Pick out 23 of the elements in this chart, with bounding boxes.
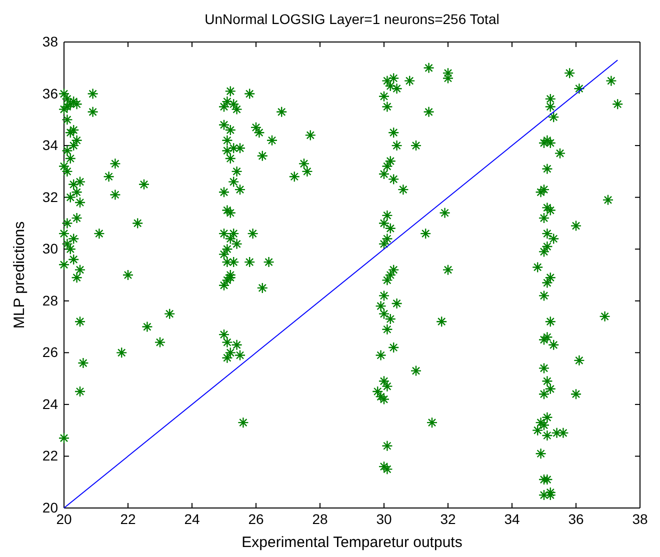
x-tick-label: 34 bbox=[504, 510, 520, 527]
x-tick-label: 20 bbox=[56, 510, 72, 527]
x-tick-label: 30 bbox=[376, 510, 392, 527]
x-axis-title: Experimental Temparetur outputs bbox=[242, 534, 462, 551]
x-tick-label: 28 bbox=[312, 510, 328, 527]
y-tick-label: 20 bbox=[42, 499, 58, 516]
x-tick-label: 32 bbox=[440, 510, 456, 527]
x-tick-label: 36 bbox=[568, 510, 584, 527]
chart-title: UnNormal LOGSIG Layer=1 neurons=256 Total bbox=[204, 11, 500, 27]
x-tick-label: 24 bbox=[184, 510, 200, 527]
y-tick-label: 38 bbox=[42, 33, 58, 50]
y-tick-label: 26 bbox=[42, 344, 58, 360]
y-axis-title: MLP predictions bbox=[11, 221, 28, 329]
y-tick-label: 22 bbox=[42, 448, 58, 464]
y-tick-label: 32 bbox=[42, 188, 58, 205]
x-tick-label: 26 bbox=[248, 510, 264, 527]
y-tick-label: 28 bbox=[42, 292, 58, 308]
y-tick-label: 34 bbox=[42, 137, 58, 154]
y-tick-label: 30 bbox=[42, 240, 58, 257]
x-tick-label: 38 bbox=[632, 510, 648, 527]
x-tick-label: 22 bbox=[120, 510, 136, 527]
y-tick-label: 36 bbox=[42, 85, 58, 102]
y-tick-label: 24 bbox=[42, 396, 58, 412]
